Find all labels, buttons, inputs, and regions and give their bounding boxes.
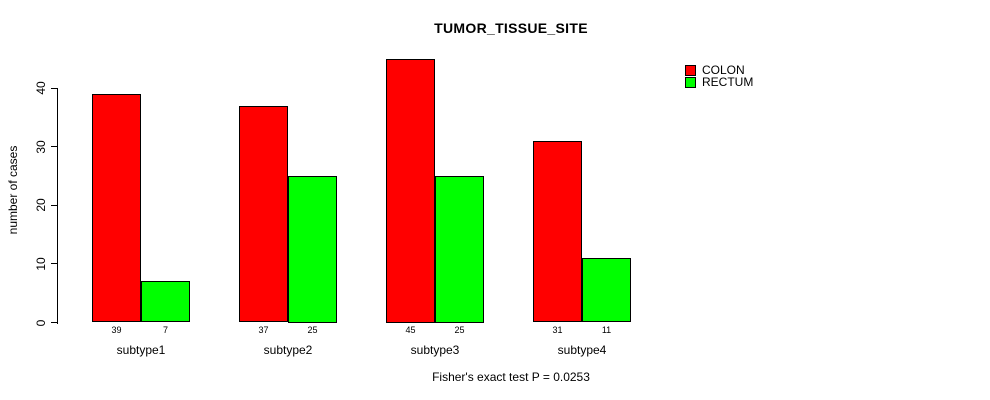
y-axis-tick-label: 20: [34, 198, 48, 212]
bar-colon-subtype1: [92, 93, 141, 323]
legend-label-colon: COLON: [702, 63, 745, 77]
y-axis-tick: [51, 322, 58, 323]
y-axis-tick: [51, 263, 58, 265]
x-axis-category-label: subtype3: [410, 343, 460, 357]
bar-value-label: 7: [162, 324, 168, 335]
bar-rectum-subtype4: [582, 258, 631, 323]
bar-value-label: 31: [552, 324, 563, 335]
legend-item-colon: COLON: [685, 63, 753, 77]
legend-item-rectum: RECTUM: [685, 75, 754, 89]
x-axis-category-label: subtype4: [557, 343, 607, 357]
bar-value-label: 25: [454, 324, 465, 335]
y-axis-tick-label: 0: [34, 319, 48, 326]
bar-colon-subtype4: [533, 140, 582, 323]
y-axis-line: [57, 88, 58, 324]
annotation-fisher-test: Fisher's exact test P = 0.0253: [432, 370, 590, 384]
y-axis-tick-label: 10: [34, 257, 48, 271]
bar-colon-subtype3: [386, 58, 435, 323]
y-axis-tick: [51, 146, 58, 148]
rectum-color-swatch: [685, 77, 696, 88]
x-axis-category-label: subtype1: [116, 343, 166, 357]
x-axis-category-label: subtype2: [263, 343, 313, 357]
bar-value-label: 39: [111, 324, 122, 335]
bar-rectum-subtype2: [288, 175, 337, 323]
bar-value-label: 25: [307, 324, 318, 335]
chart-title: TUMOR_TISSUE_SITE: [434, 20, 588, 36]
bar-value-label: 45: [405, 324, 416, 335]
bar-rectum-subtype3: [435, 175, 484, 323]
y-axis-tick-label: 40: [34, 81, 48, 95]
y-axis-label: number of cases: [6, 145, 20, 235]
y-axis-tick: [51, 204, 58, 206]
legend: COLON RECTUM: [685, 63, 754, 89]
bar-value-label: 37: [258, 324, 269, 335]
bar-rectum-subtype1: [141, 281, 190, 323]
y-axis-tick-label: 30: [34, 139, 48, 154]
y-axis-tick: [51, 87, 58, 89]
bar-value-label: 11: [601, 324, 612, 335]
colon-color-swatch: [685, 65, 696, 76]
legend-label-rectum: RECTUM: [702, 75, 754, 89]
bar-colon-subtype2: [239, 105, 288, 323]
